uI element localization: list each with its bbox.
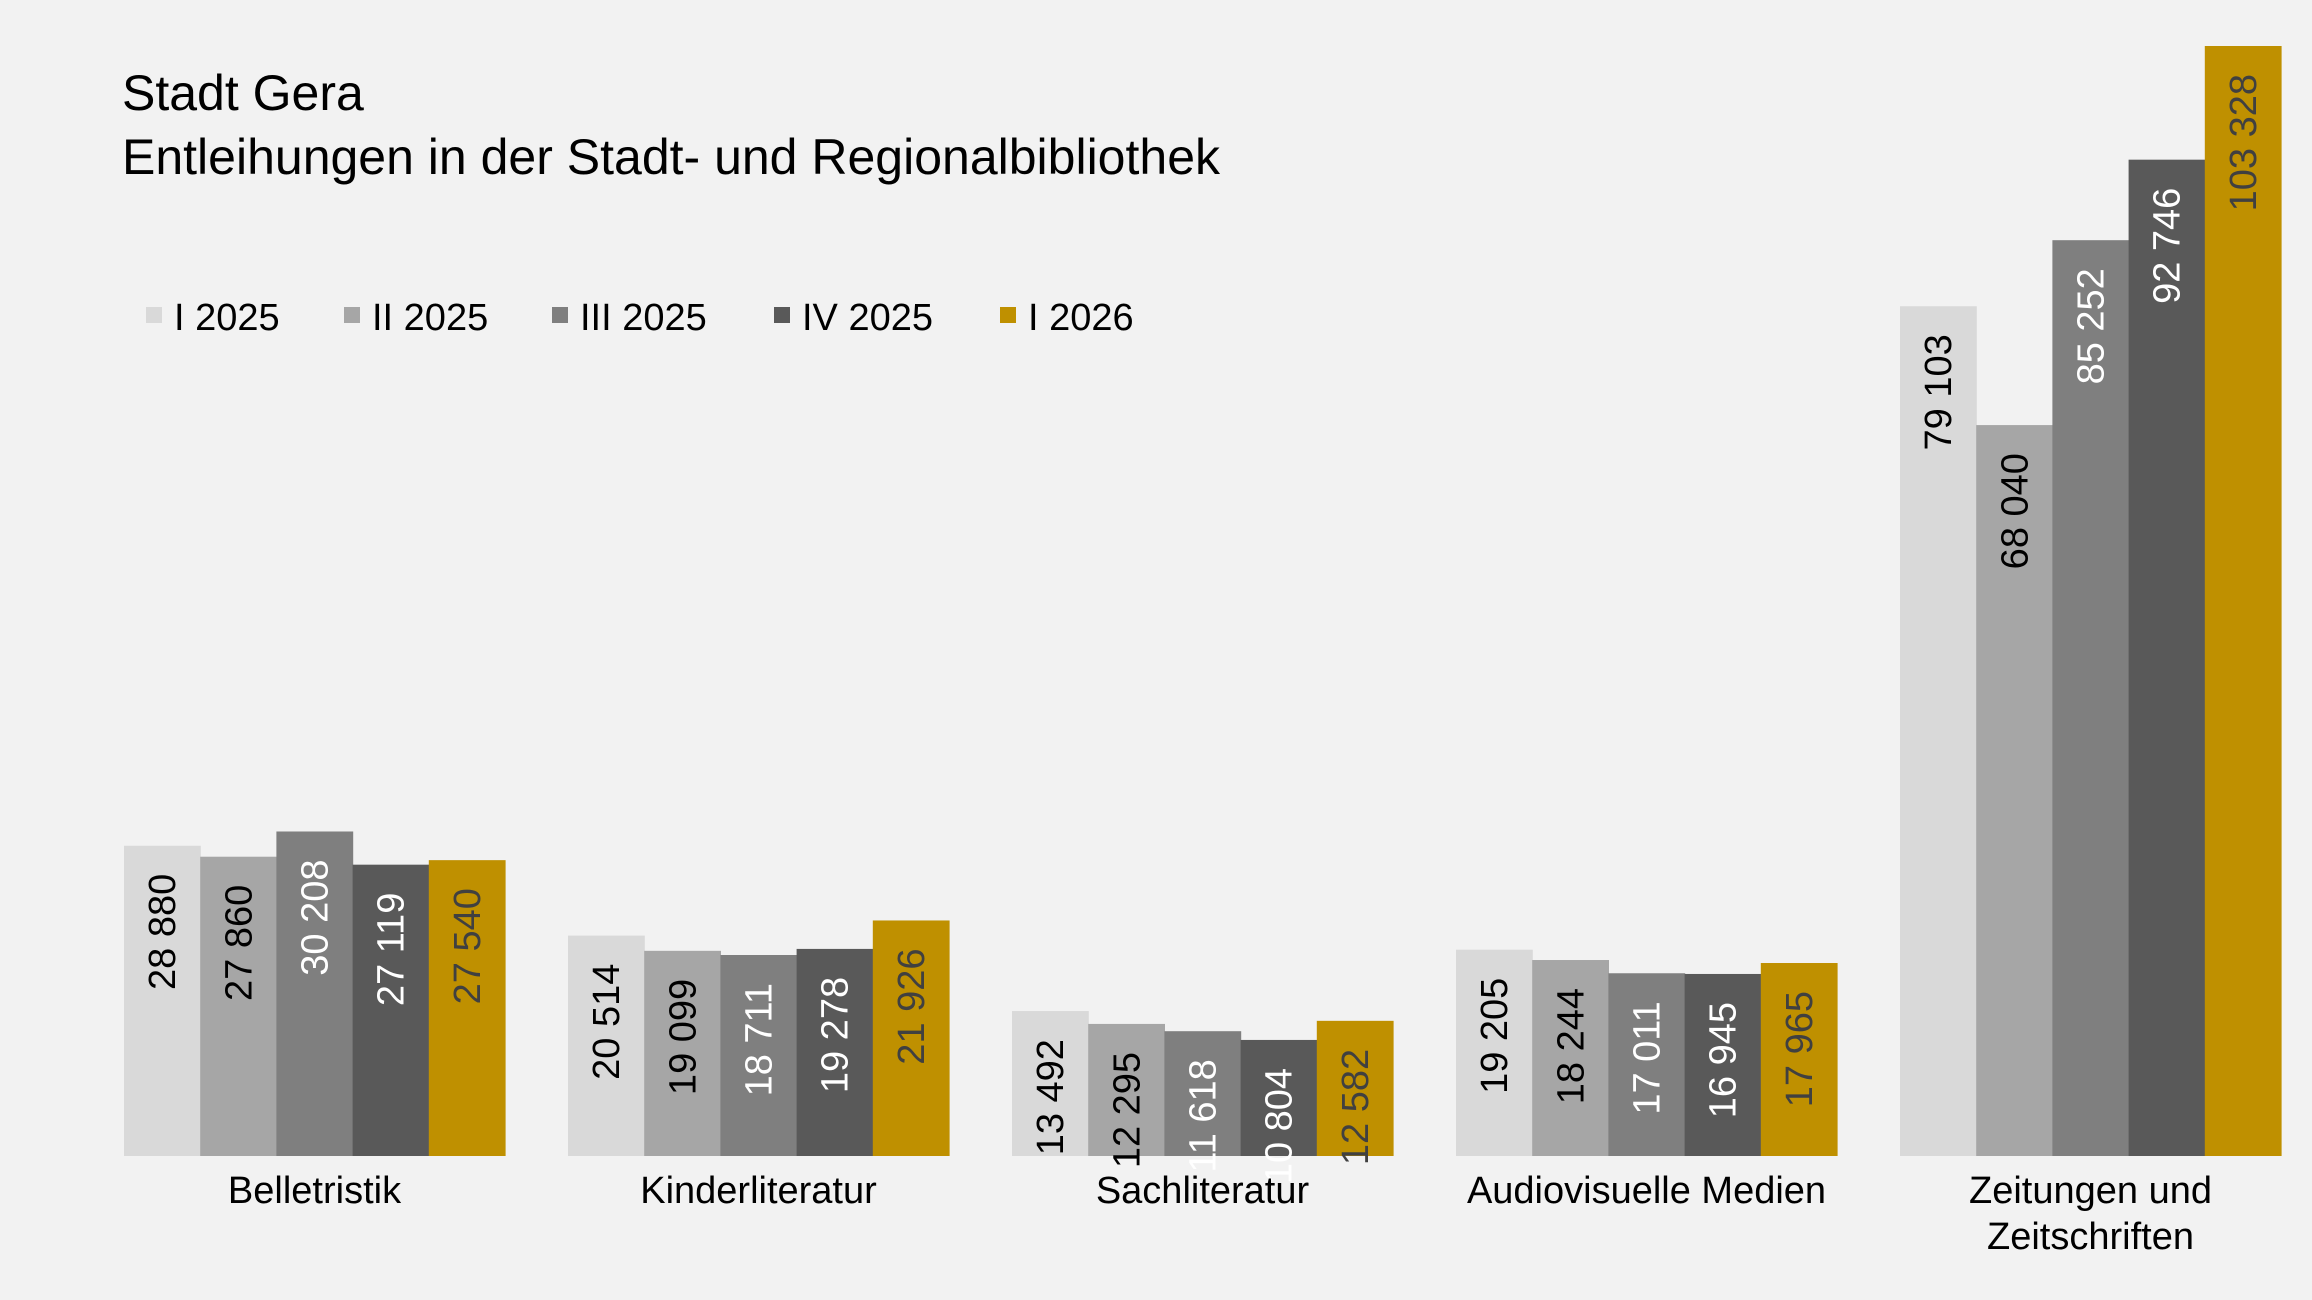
bar [200,856,277,1156]
data-label: 19 278 [815,977,857,1093]
data-label: 92 746 [2147,188,2189,304]
data-label: 18 244 [1550,988,1592,1104]
bar [124,845,201,1156]
bar [2052,240,2130,1156]
bar [1608,973,1686,1156]
bar [352,864,430,1156]
data-label: 16 945 [1703,1002,1745,1118]
data-label: 28 880 [142,874,184,990]
legend-swatch [774,307,790,323]
x-axis: Belletristik Kinderliteratur Sachliteratur… [228,1170,2212,1258]
legend-label: IV 2025 [802,297,933,339]
chart-subtitle: Entleihungen in der Stadt- und Regionalb… [122,129,1221,185]
data-label: 68 040 [1994,453,2036,569]
legend-label: I 2025 [174,297,280,339]
data-label: 12 582 [1335,1049,1377,1165]
bar [276,831,354,1156]
category-label: Belletristik [228,1170,402,1212]
bar [872,920,950,1156]
bar [1164,1031,1242,1156]
bar [1684,973,1762,1156]
bar [2204,46,2282,1156]
chart-title: Stadt Gera [122,65,364,121]
data-label: 30 208 [295,859,337,975]
legend-swatch [552,307,568,323]
data-label: 17 965 [1779,991,1821,1107]
data-label: 10 804 [1259,1068,1301,1184]
bar [2128,159,2206,1157]
category-label: Zeitschriften [1987,1216,2194,1258]
bar [1316,1020,1394,1156]
data-label: 13 492 [1030,1039,1072,1155]
legend-swatch [1000,307,1016,323]
category-label: Zeitungen und [1969,1170,2212,1212]
data-label: 17 011 [1627,1001,1669,1114]
legend: I 2025 II 2025 III 2025 IV 2025 I 2026 [146,297,1134,339]
data-label: 12 295 [1106,1052,1148,1168]
bar [1088,1023,1165,1156]
bar [428,860,506,1156]
data-label: 79 103 [1918,334,1960,450]
data-label: 85 252 [2071,268,2113,384]
bar [1900,306,1977,1156]
data-label: 21 926 [891,948,933,1064]
legend-label: II 2025 [372,297,488,339]
bar [568,935,645,1156]
data-label: 27 860 [218,885,260,1001]
legend-swatch [344,307,360,323]
bar [720,954,798,1156]
bar [644,950,721,1156]
data-label: 18 711 [739,983,781,1096]
plot-area: 28 880 20 514 13 492 19 205 79 103 27 860 19 0… [124,46,2282,1184]
data-label: 19 205 [1474,978,1516,1094]
data-label: 11 618 [1183,1059,1225,1172]
category-label: Audiovisuelle Medien [1467,1170,1826,1212]
bar [1532,960,1609,1156]
data-label: 27 540 [447,888,489,1004]
bar [1760,963,1838,1156]
legend-label: I 2026 [1028,297,1134,339]
bar [1976,425,2053,1156]
bar [1240,1039,1318,1156]
legend-swatch [146,307,162,323]
data-label: 20 514 [586,964,628,1080]
bar [796,948,874,1156]
data-label: 103 328 [2223,74,2265,211]
legend-label: III 2025 [580,297,707,339]
category-label: Kinderliteratur [640,1170,877,1212]
data-label: 27 119 [371,893,413,1006]
bar [1456,949,1533,1156]
category-label: Sachliteratur [1096,1170,1310,1212]
data-label: 19 099 [662,979,704,1095]
bar [1012,1011,1089,1156]
